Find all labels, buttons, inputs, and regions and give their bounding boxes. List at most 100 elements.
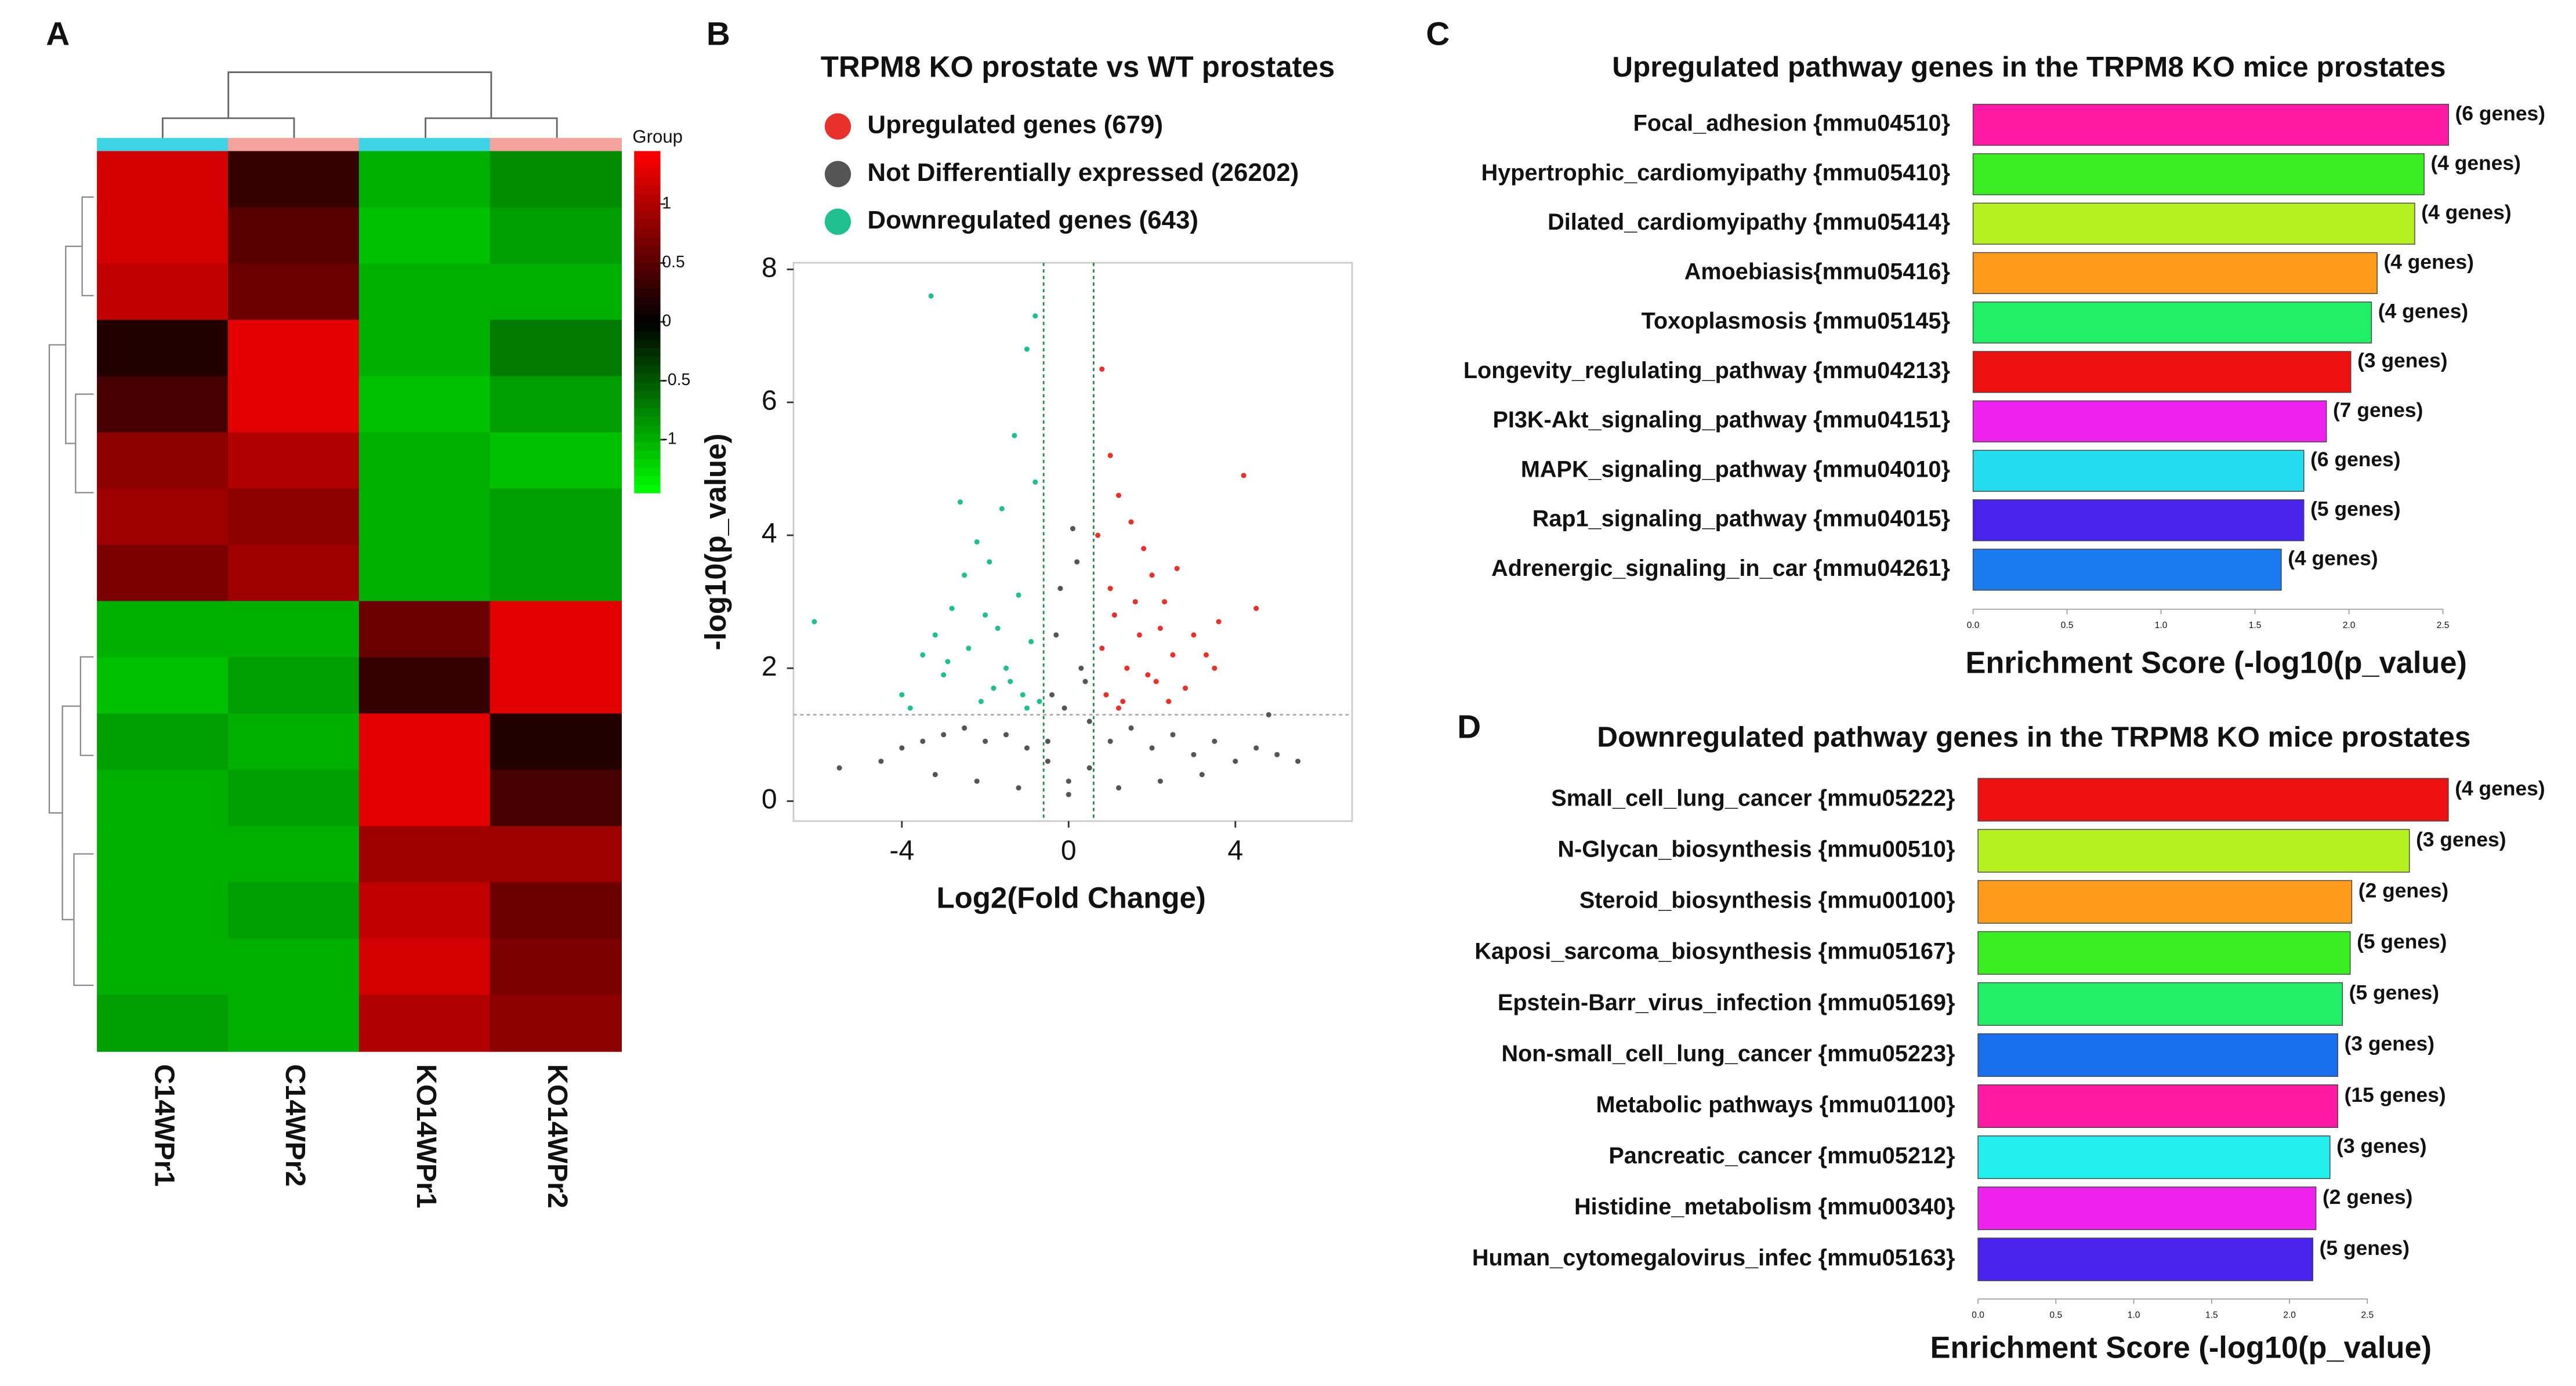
category-label: Longevity_reglulating_pathway {mmu04213}: [1463, 358, 1950, 383]
x-tick-label: 1.0: [2155, 621, 2168, 630]
colorbar-step: [634, 467, 661, 477]
heat-cell: [490, 657, 622, 714]
heat-cell: [490, 432, 622, 489]
point: [983, 738, 988, 744]
bar: [1972, 153, 2425, 195]
x-tick-label: -4: [889, 834, 914, 866]
colorbar-step: [634, 262, 661, 271]
group-bar: [97, 137, 229, 151]
point: [1233, 759, 1238, 764]
point: [1157, 778, 1163, 784]
colorbar-step: [634, 270, 661, 280]
point: [1216, 619, 1222, 625]
heat-cell: [227, 713, 360, 771]
point: [1120, 699, 1126, 705]
heat-cell: [358, 995, 491, 1052]
heat-cell: [227, 545, 360, 602]
bar: [1972, 351, 2352, 393]
x-tick-label: 1.0: [2128, 1310, 2140, 1320]
point: [1086, 765, 1092, 771]
heat-cell: [490, 151, 622, 208]
bar-annotation: (5 genes): [2320, 1236, 2410, 1260]
point: [1074, 559, 1080, 565]
colorbar-step: [634, 441, 661, 451]
heat-cell: [358, 770, 491, 827]
heat-cell: [358, 207, 491, 264]
bar-annotation: (3 genes): [2345, 1032, 2434, 1055]
category-label: Focal_adhesion {mmu04510}: [1633, 111, 1950, 136]
point: [899, 692, 905, 698]
y-tick-label: 2: [762, 651, 777, 682]
point: [920, 652, 926, 658]
point: [1182, 685, 1189, 691]
bar: [1977, 1084, 2338, 1128]
bar-annotation: (4 genes): [2384, 250, 2474, 273]
y-tick-label: 4: [762, 518, 777, 549]
point: [1136, 632, 1142, 638]
point: [1295, 759, 1301, 764]
heat-cell: [358, 151, 491, 208]
bar: [1977, 1238, 2314, 1282]
point: [1174, 565, 1180, 571]
category-label: Epstein-Barr_virus_infection {mmu05169}: [1498, 990, 1955, 1015]
legend-marker: [824, 161, 852, 187]
bar-annotation: (4 genes): [2431, 151, 2521, 175]
bar-annotation: (6 genes): [2455, 102, 2545, 125]
heat-cell: [490, 882, 622, 939]
point: [991, 685, 997, 691]
chart-title: Downregulated pathway genes in the TRPM8…: [1597, 720, 2470, 753]
bar-annotation: (4 genes): [2288, 547, 2378, 570]
x-tick-label: 2.0: [2283, 1310, 2296, 1320]
bar: [1977, 1187, 2317, 1231]
colorbar-step: [634, 236, 661, 246]
panel-letter: B: [707, 16, 730, 52]
heat-cell: [490, 826, 622, 883]
heat-cell: [97, 432, 229, 489]
point: [1008, 679, 1013, 684]
category-label: Adrenergic_signaling_in_car {mmu04261}: [1491, 556, 1950, 581]
colorbar-step: [634, 322, 661, 331]
heat-cell: [358, 938, 491, 996]
heat-cell: [97, 657, 229, 714]
x-tick-label: 0.0: [1972, 1310, 1984, 1320]
bar: [1972, 252, 2378, 295]
heat-cell: [490, 488, 622, 546]
colorbar-step: [634, 347, 661, 357]
heat-cell: [358, 545, 491, 602]
column-label: C14WPr1: [148, 1064, 180, 1187]
point: [1166, 699, 1172, 705]
heat-cell: [358, 826, 491, 883]
point: [962, 725, 968, 731]
heat-cell: [227, 601, 360, 658]
category-label: MAPK_signaling_pathway {mmu04010}: [1521, 456, 1950, 482]
x-tick-label: 0.5: [2049, 1310, 2062, 1320]
legend-label: Upregulated genes (679): [867, 111, 1163, 139]
group-bar: [227, 137, 360, 151]
point: [1191, 752, 1197, 757]
legend-title: Group: [632, 126, 683, 147]
point: [1145, 672, 1151, 678]
point: [1111, 612, 1117, 618]
panel-letter: D: [1457, 709, 1481, 745]
legend-marker: [824, 208, 852, 235]
heat-cell: [358, 601, 491, 658]
point: [899, 745, 905, 751]
colorbar-step: [634, 416, 661, 425]
heat-cell: [97, 938, 229, 996]
colorbar-step: [634, 159, 661, 169]
heat-cell: [97, 601, 229, 658]
heat-cell: [490, 545, 622, 602]
colorbar-step: [634, 219, 661, 229]
x-axis-label: Enrichment Score (-log10(p_value): [1930, 1331, 2432, 1365]
category-label: Small_cell_lung_cancer {mmu05222}: [1551, 786, 1955, 811]
colorbar-step: [634, 313, 661, 323]
heat-cell: [358, 882, 491, 939]
point: [995, 625, 1001, 632]
heat-cell: [227, 263, 360, 321]
point: [1141, 546, 1147, 552]
point: [811, 619, 817, 625]
point: [1032, 313, 1038, 319]
point: [1170, 652, 1176, 658]
category-label: Steroid_biosynthesis {mmu00100}: [1579, 888, 1955, 913]
